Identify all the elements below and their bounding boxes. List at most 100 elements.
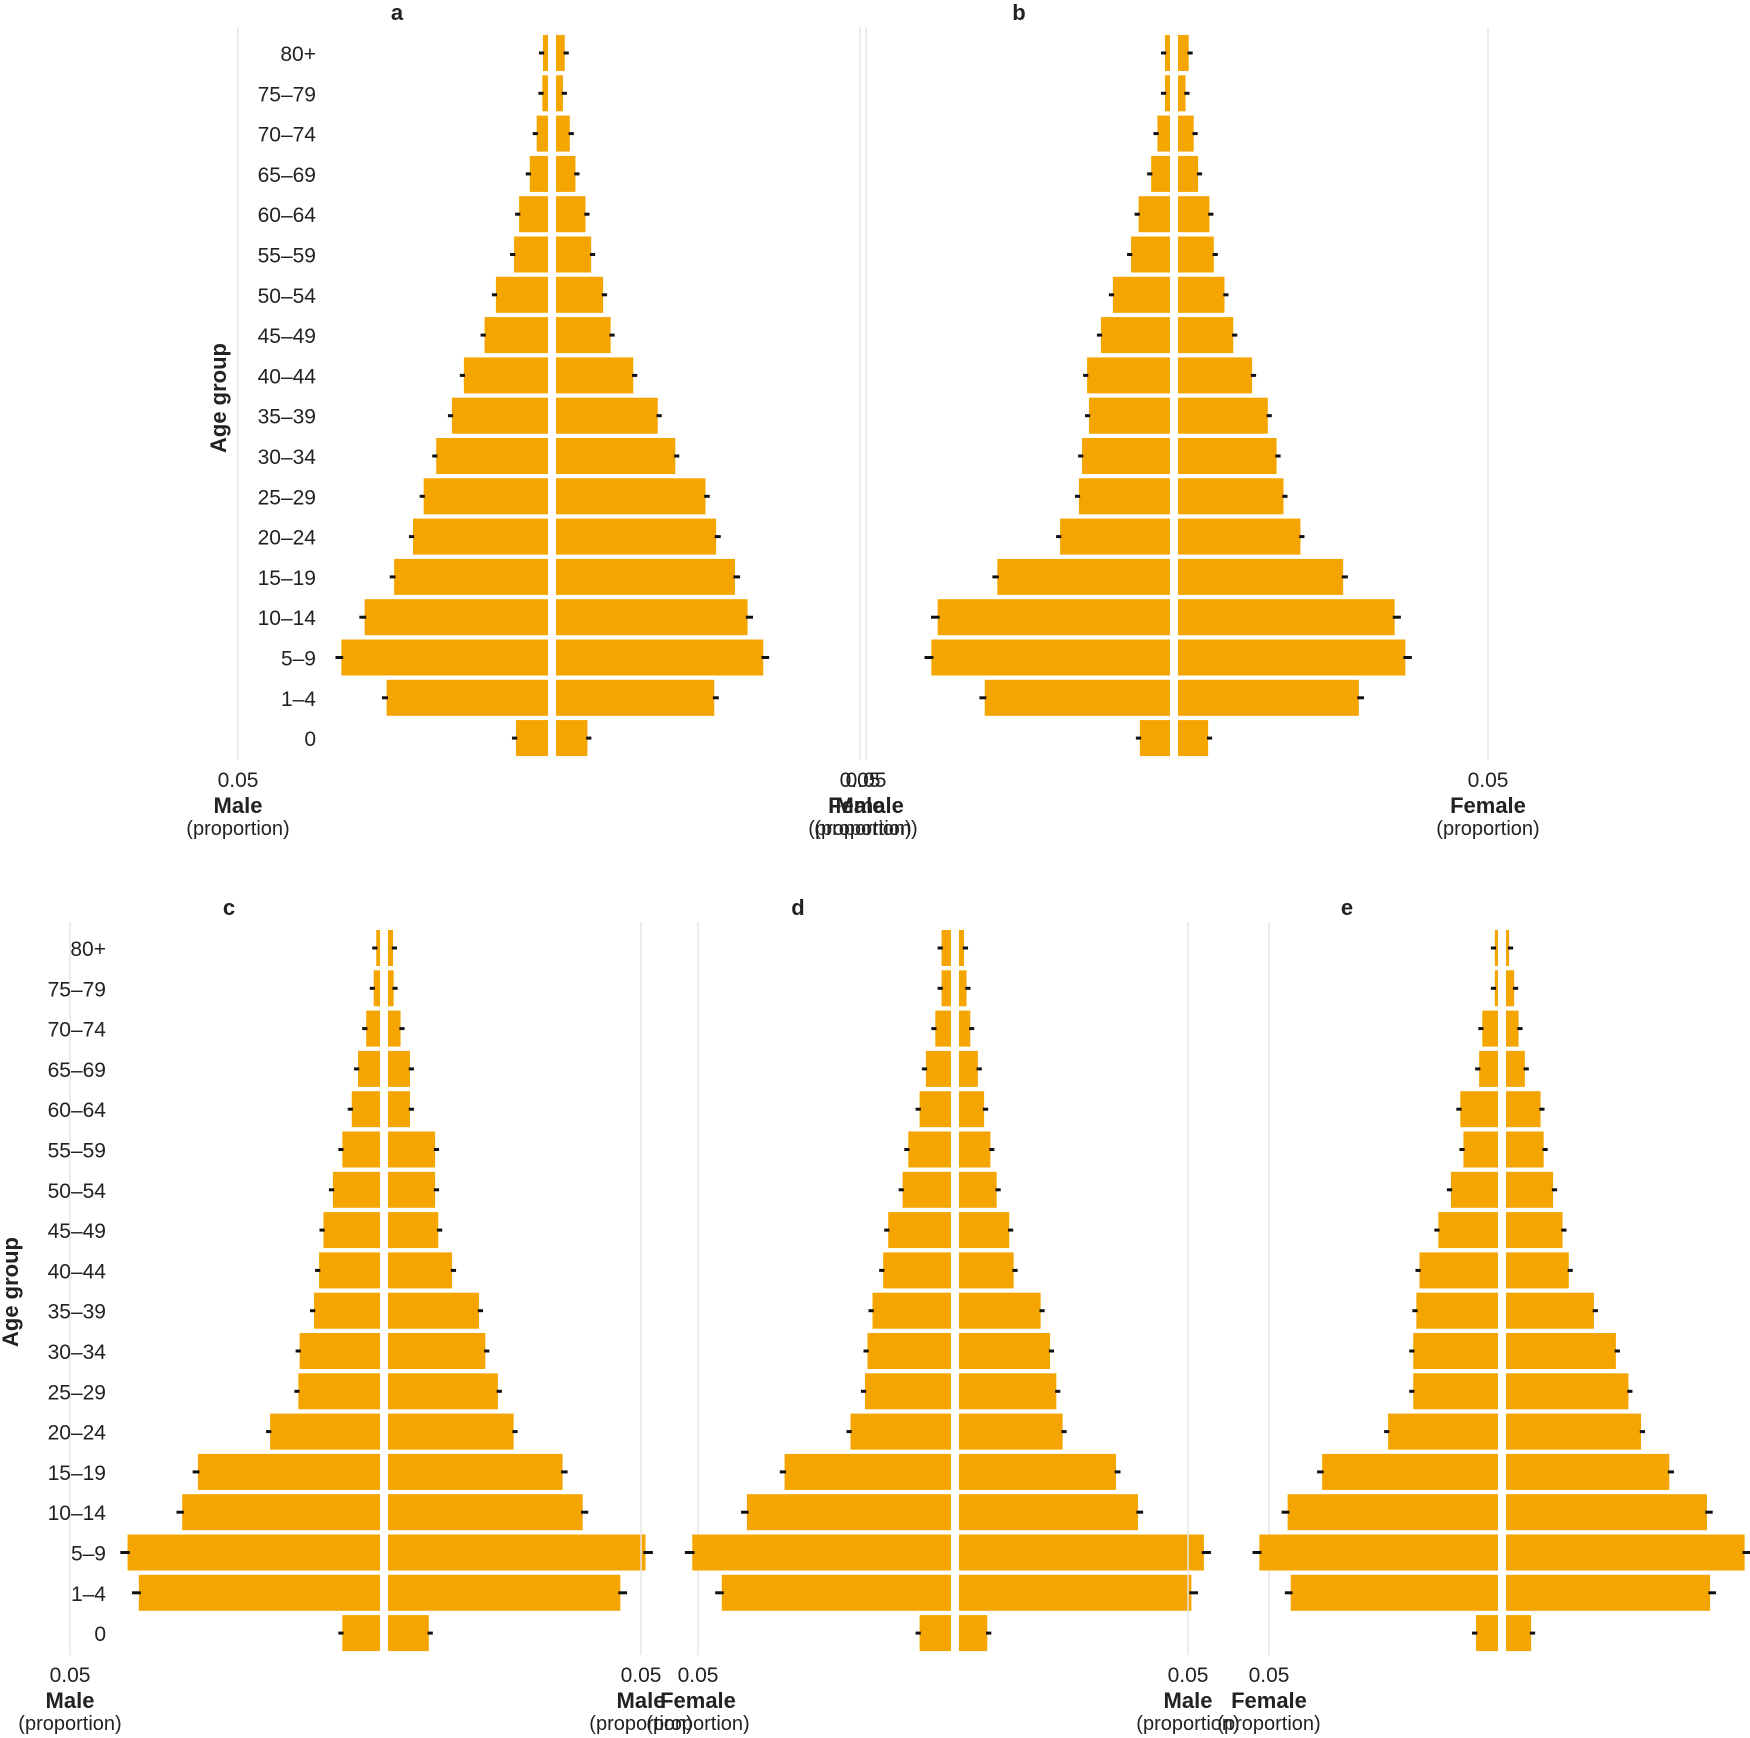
female-axis-unit: (proportion)	[1436, 818, 1539, 840]
female-tick-label: 0.05	[846, 769, 887, 792]
female-bar-b-15	[1178, 639, 1406, 676]
male-bar-d-1	[941, 970, 951, 1007]
age-tick-label: 50–54	[48, 1180, 107, 1203]
male-bar-b-10	[1082, 438, 1170, 474]
male-bar-d-12	[850, 1413, 951, 1450]
female-bar-b-1	[1178, 75, 1186, 112]
age-tick-label: 25–29	[48, 1381, 106, 1404]
male-bar-d-17	[919, 1615, 951, 1652]
male-bar-c-0	[376, 930, 380, 966]
female-bar-a-14	[556, 599, 748, 636]
male-bar-c-3	[358, 1050, 380, 1087]
age-tick-label: 75–79	[48, 978, 106, 1001]
male-axis-title: Male	[617, 1688, 666, 1713]
age-tick-label: 65–69	[48, 1059, 106, 1082]
male-bar-b-11	[1078, 478, 1170, 515]
panel-c: c 80+ 75–79 70–74 65–69 60–64 55–59 50–54 45–49 4…	[18, 895, 749, 1735]
male-bar-c-11	[298, 1373, 380, 1410]
male-bar-b-9	[1088, 397, 1170, 434]
male-bar-a-14	[364, 599, 548, 636]
female-bar-d-4	[959, 1091, 985, 1128]
female-bar-a-2	[556, 115, 570, 152]
male-bar-a-10	[436, 438, 548, 474]
male-bar-e-17	[1476, 1615, 1498, 1652]
male-bar-c-5	[342, 1131, 380, 1168]
male-bar-b-14	[937, 599, 1170, 636]
female-bar-a-10	[556, 438, 676, 474]
male-bar-c-9	[314, 1292, 380, 1329]
male-bar-a-3	[529, 155, 548, 192]
female-bar-a-17	[556, 720, 588, 757]
male-tick-label: 0.05	[621, 1664, 662, 1687]
age-tick-label: 25–29	[258, 486, 316, 509]
age-tick-label: 40–44	[258, 365, 317, 388]
age-tick-label: 80+	[70, 938, 106, 961]
male-bar-a-13	[394, 558, 548, 595]
male-bar-e-13	[1322, 1453, 1498, 1490]
age-tick-label: 65–69	[258, 164, 316, 187]
female-bar-d-2	[959, 1010, 971, 1047]
male-bar-a-6	[495, 276, 548, 313]
panel-a: a 80+ 75–79 70–74 65–69 60–64 55–59 50–54 45–49 4…	[186, 0, 917, 840]
female-bar-a-15	[556, 639, 764, 676]
female-bar-e-12	[1506, 1413, 1642, 1450]
female-bar-e-3	[1506, 1050, 1525, 1087]
female-bar-d-13	[959, 1453, 1116, 1490]
male-bar-a-8	[463, 357, 548, 394]
age-tick-label: 55–59	[48, 1140, 106, 1163]
age-tick-label: 5–9	[71, 1543, 106, 1566]
male-bar-d-8	[883, 1252, 951, 1289]
female-bar-e-0	[1506, 930, 1510, 966]
female-tick-label: 0.05	[1249, 1664, 1290, 1687]
female-bar-b-9	[1178, 397, 1268, 434]
age-tick-label: 35–39	[258, 406, 316, 429]
female-bar-b-0	[1178, 35, 1189, 71]
male-bar-a-16	[386, 679, 548, 716]
female-bar-c-8	[388, 1252, 453, 1289]
panel-title-a: a	[391, 0, 404, 25]
male-bar-c-2	[366, 1010, 380, 1047]
female-axis-unit: (proportion)	[1217, 1713, 1320, 1735]
female-axis-title: Female	[660, 1688, 736, 1713]
male-bar-c-10	[299, 1333, 380, 1369]
female-tick-label: 0.05	[678, 1664, 719, 1687]
male-bar-e-16	[1290, 1574, 1498, 1611]
female-bar-c-0	[388, 930, 394, 966]
female-bar-c-11	[388, 1373, 498, 1410]
female-bar-b-8	[1178, 357, 1253, 394]
male-bar-a-4	[519, 196, 548, 233]
male-bar-d-14	[746, 1494, 951, 1531]
age-tick-label: 30–34	[258, 446, 317, 469]
male-bar-d-0	[941, 930, 951, 966]
female-axis-unit: (proportion)	[814, 818, 917, 840]
female-bar-c-1	[388, 970, 394, 1007]
male-bar-b-2	[1157, 115, 1170, 152]
male-axis-title: Male	[1164, 1688, 1213, 1713]
female-bar-e-11	[1506, 1373, 1629, 1410]
female-bar-e-9	[1506, 1292, 1594, 1329]
male-bar-a-12	[412, 518, 548, 555]
age-tick-label: 80+	[280, 43, 316, 66]
female-bar-c-9	[388, 1292, 480, 1329]
female-bar-e-7	[1506, 1212, 1563, 1249]
panel-e: e0.05Male(proportion)0.05Female(proporti…	[1136, 895, 1750, 1735]
female-bar-c-14	[388, 1494, 583, 1531]
female-bar-b-13	[1178, 558, 1344, 595]
female-bar-c-13	[388, 1453, 563, 1490]
male-axis-unit: (proportion)	[589, 1713, 692, 1735]
female-bar-a-5	[556, 236, 592, 273]
female-bar-e-15	[1506, 1534, 1745, 1571]
male-bar-e-2	[1482, 1010, 1498, 1047]
male-bar-a-17	[515, 720, 548, 757]
female-bar-b-4	[1178, 196, 1210, 233]
male-bar-d-10	[867, 1333, 951, 1369]
age-tick-label: 0	[94, 1623, 106, 1646]
female-bar-d-9	[959, 1292, 1041, 1329]
male-bar-a-0	[542, 35, 548, 71]
female-bar-e-14	[1506, 1494, 1707, 1531]
male-bar-e-15	[1259, 1534, 1498, 1571]
male-bar-b-6	[1112, 276, 1170, 313]
male-bar-d-11	[864, 1373, 951, 1410]
female-bar-e-5	[1506, 1131, 1544, 1168]
female-bar-b-17	[1178, 720, 1209, 757]
